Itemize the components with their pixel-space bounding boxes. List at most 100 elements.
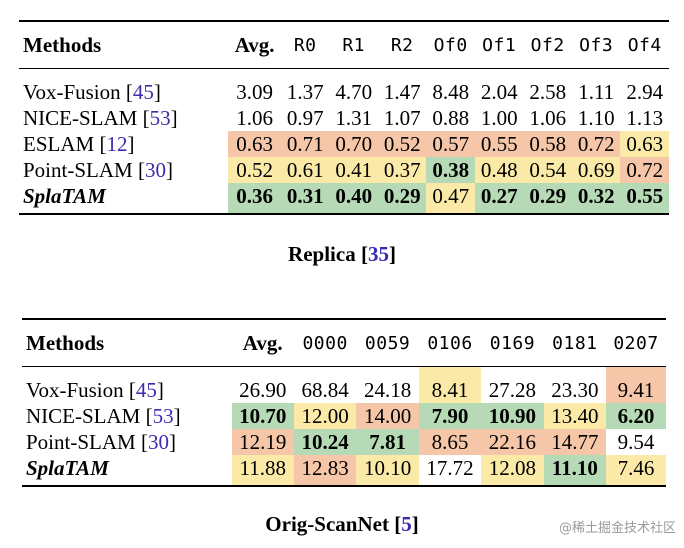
value-cell: 10.24 [293,429,357,455]
value-cell: 1.11 [578,80,615,104]
column-header: Of4 [620,20,669,69]
table-row: Point-SLAM [30] 0.52 0.61 0.41 0.37 0.38 0.48 0… [19,157,669,183]
method-name-cell: SplaTAM [22,455,232,487]
column-header-avg: Avg. [231,318,294,367]
column-header: Of1 [474,20,524,69]
value-cell: 0.29 [377,183,427,215]
citation-link[interactable]: 53 [152,404,174,428]
value-cell: 0.40 [329,183,378,215]
column-header-methods: Methods [19,20,229,69]
avg-value-cell: 11.88 [231,455,294,487]
value-cell: 0.97 [286,106,324,130]
scannet-caption: Orig-ScanNet [5] [265,512,419,536]
value-cell: 0.27 [474,183,524,215]
value-cell: 10.90 [481,403,544,429]
avg-value-cell: 1.06 [236,106,273,130]
citation-link[interactable]: 12 [106,132,128,156]
value-cell: 0.52 [377,131,427,157]
table-row: NICE-SLAM [53] 1.06 0.97 1.31 1.07 0.88 1.00 1.… [19,105,669,131]
method-name: Vox-Fusion [23,80,121,104]
column-header: Of2 [523,20,572,69]
column-header: 0106 [418,318,482,367]
method-name-cell: NICE-SLAM [53] [23,106,178,130]
caption-citation[interactable]: 5 [401,512,412,536]
citation-link[interactable]: 30 [147,430,169,454]
value-cell: 0.37 [377,157,427,183]
value-cell: 1.37 [286,80,324,104]
value-cell: 0.54 [523,157,572,183]
method-name: NICE-SLAM [26,404,141,428]
avg-value-cell: 3.09 [236,80,273,104]
value-cell: 8.48 [432,80,470,104]
value-cell: 0.55 [474,131,524,157]
value-cell: 1.31 [335,106,373,130]
avg-value-cell: 0.36 [228,183,281,215]
value-cell: 22.16 [481,429,544,455]
value-cell: 0.48 [474,157,524,183]
value-cell: 1.10 [577,106,615,130]
value-cell: 14.00 [356,403,419,429]
column-header-avg: Avg. [228,20,281,69]
value-cell: 10.10 [356,455,419,487]
column-header: R2 [377,20,427,69]
citation-link[interactable]: 45 [135,378,157,402]
method-name: Vox-Fusion [26,378,124,402]
value-cell: 0.72 [620,157,669,183]
caption-citation[interactable]: 35 [367,242,389,266]
column-header: 0000 [293,318,357,367]
value-cell: 1.13 [626,106,664,130]
column-header: 0169 [481,318,544,367]
value-cell: 0.55 [620,183,669,215]
value-cell: 0.69 [571,157,621,183]
method-name-cell: ESLAM [12] [23,132,135,156]
column-header-methods: Methods [22,318,232,367]
method-name: Point-SLAM [26,430,136,454]
column-header: 0207 [606,318,666,367]
value-cell: 4.70 [335,80,373,104]
table-row: NICE-SLAM [53] 10.70 12.00 14.00 7.90 10.90 13… [22,403,666,429]
table-header-row: Methods Avg. R0 R1 R2 Of0 Of1 Of2 Of3 Of4 [19,20,669,69]
avg-value-cell: 26.90 [239,378,287,402]
value-cell: 6.20 [606,403,666,429]
value-cell: 12.00 [293,403,357,429]
value-cell: 8.41 [418,366,482,403]
value-cell: 7.81 [356,429,419,455]
method-name: Point-SLAM [23,158,133,182]
value-cell: 2.94 [626,80,664,104]
value-cell: 0.29 [523,183,572,215]
column-header: 0181 [543,318,607,367]
citation-link[interactable]: 53 [149,106,171,130]
value-cell: 0.57 [426,131,475,157]
column-header: Of0 [426,20,475,69]
table-row: Vox-Fusion [45] 3.09 1.37 4.70 1.47 8.48 2.04 2… [19,69,669,106]
table-row: ESLAM [12] 0.63 0.71 0.70 0.52 0.57 0.55 0.58 0.… [19,131,669,157]
method-name-cell: SplaTAM [19,183,229,215]
table-body: Vox-Fusion [45] 26.90 68.84 24.18 8.41 27.28 2… [22,366,666,487]
value-cell: 24.18 [363,378,412,402]
value-cell: 0.71 [280,131,330,157]
value-cell: 1.00 [480,106,518,130]
citation-link[interactable]: 45 [132,80,154,104]
value-cell: 0.88 [432,106,470,130]
value-cell: 11.10 [543,455,607,487]
method-name: ESLAM [23,132,95,156]
value-cell: 8.65 [418,429,482,455]
value-cell: 1.07 [383,106,421,130]
watermark: @稀土掘金技术社区 [558,521,676,536]
value-cell: 9.41 [606,366,666,403]
value-cell: 1.06 [529,106,567,130]
value-cell: 0.31 [280,183,330,215]
method-name-cell: Vox-Fusion [45] [23,80,161,104]
avg-value-cell: 10.70 [231,403,294,429]
value-cell: 0.41 [329,157,378,183]
value-cell: 0.38 [426,157,475,183]
citation-link[interactable]: 30 [144,158,166,182]
replica-caption: Replica [35] [288,242,396,266]
value-cell: 12.08 [481,455,544,487]
value-cell: 0.32 [571,183,621,215]
value-cell: 0.61 [280,157,330,183]
value-cell: 2.58 [529,80,567,104]
value-cell: 1.47 [383,80,421,104]
method-name-cell: NICE-SLAM [53] [26,404,181,428]
value-cell: 23.30 [551,378,599,402]
